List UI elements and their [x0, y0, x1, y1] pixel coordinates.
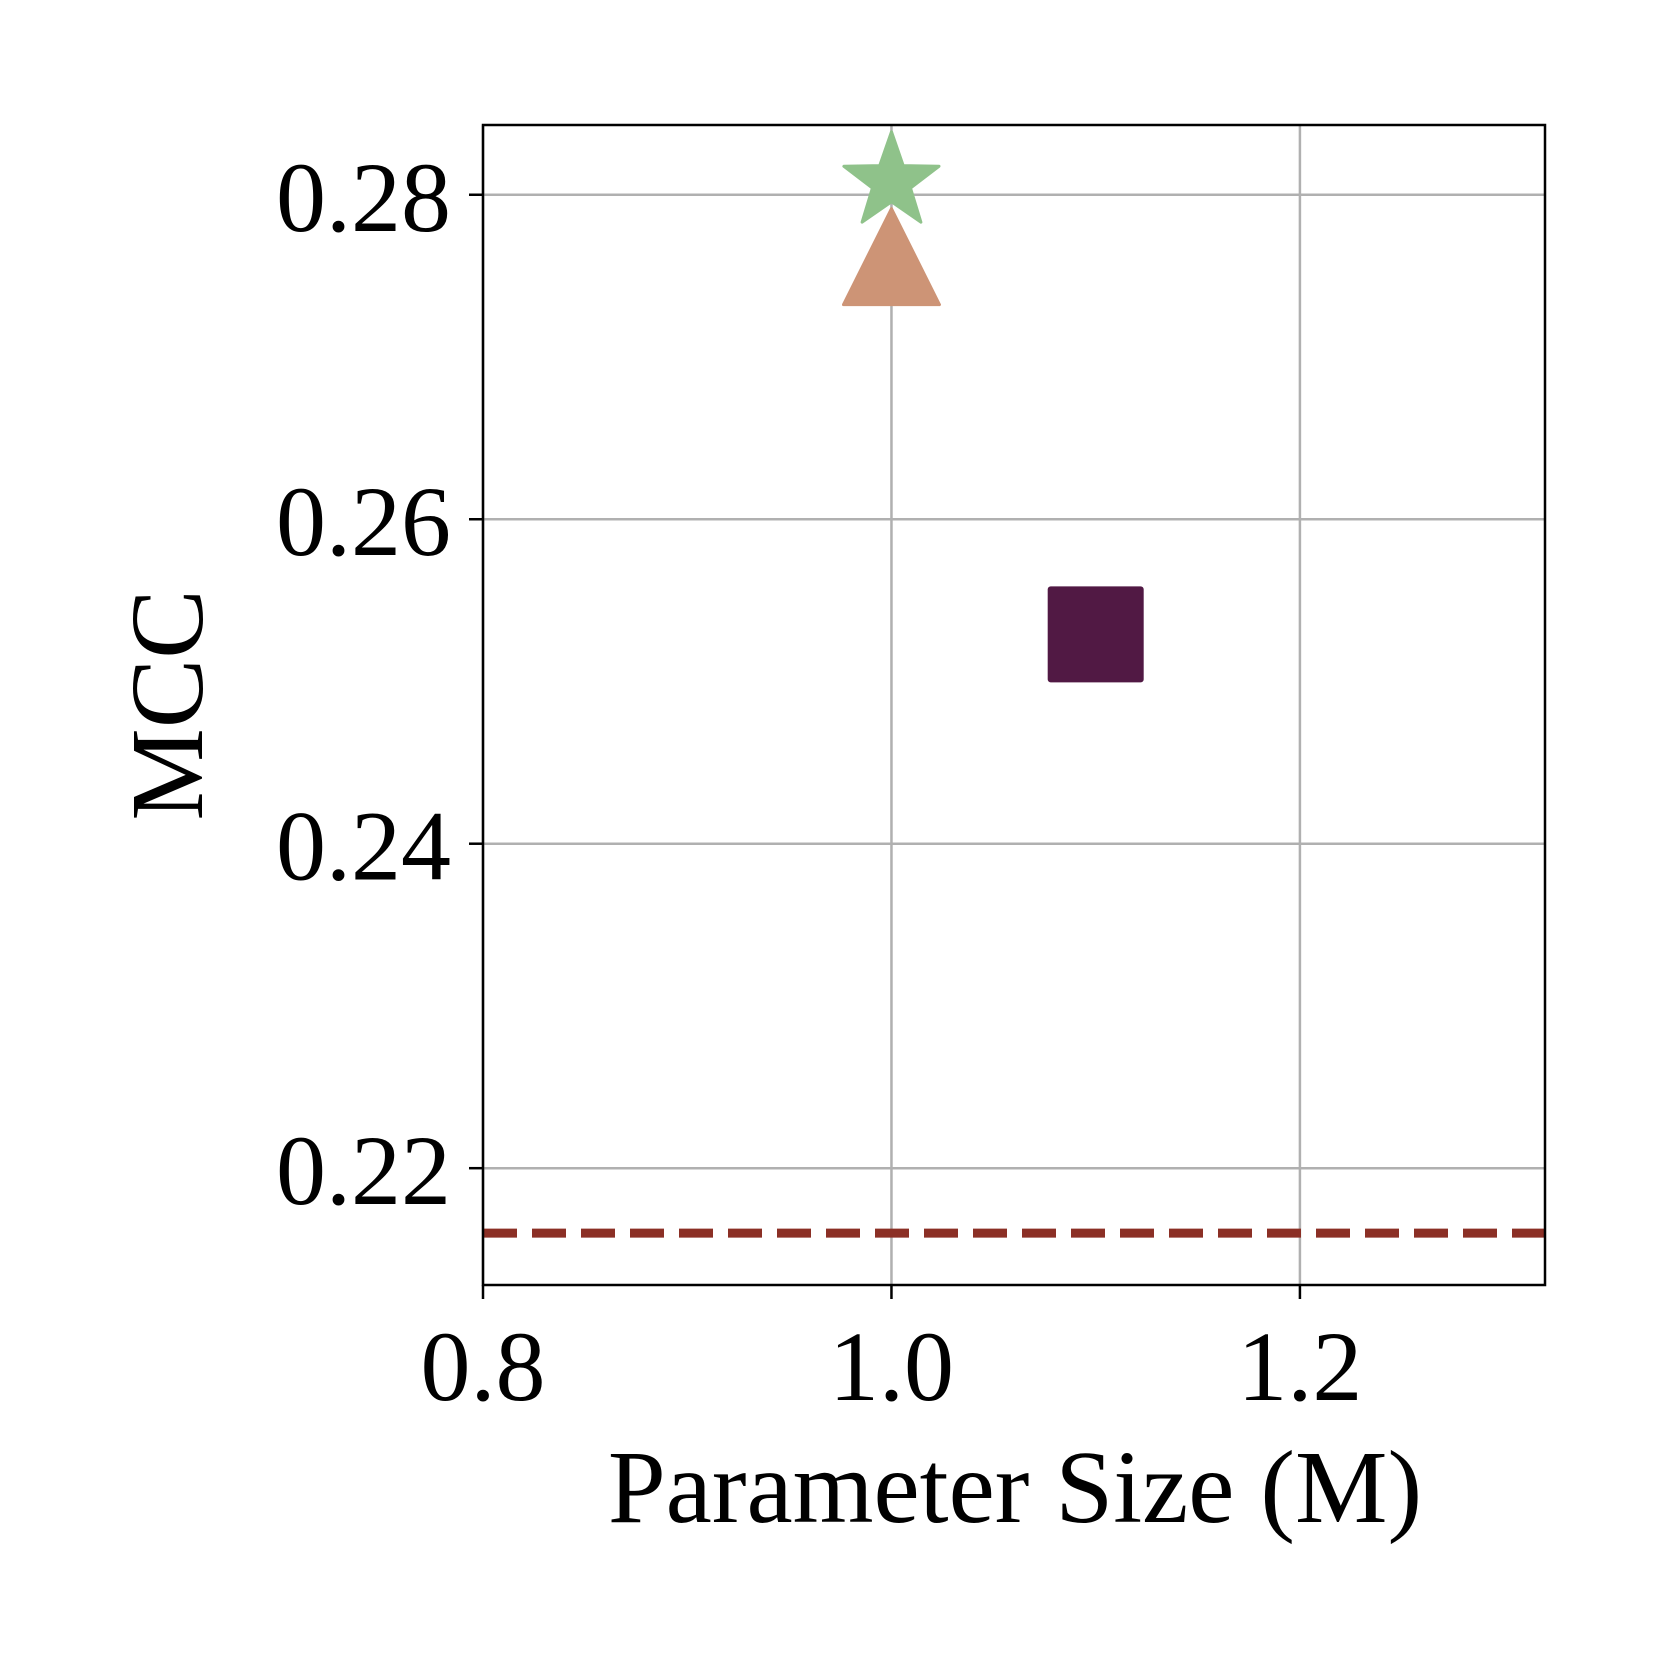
square-marker	[1047, 586, 1144, 683]
x-tick-label: 1.0	[829, 1311, 954, 1422]
x-tick-label: 1.2	[1237, 1311, 1362, 1422]
y-tick-label: 0.24	[276, 791, 451, 902]
axis-ticks: 0.8 1.0 1.2 0.22 0.24 0.26 0.28	[276, 142, 1362, 1422]
data-points	[841, 130, 1144, 683]
plot-frame	[481, 123, 1547, 1287]
grid	[481, 125, 1545, 1285]
y-tick-label: 0.26	[276, 466, 451, 577]
x-tick-label: 0.8	[421, 1311, 546, 1422]
y-tick-label: 0.28	[276, 142, 451, 253]
x-axis-label: Parameter Size (M)	[608, 1430, 1422, 1545]
y-axis-label: MCC	[110, 589, 225, 820]
y-tick-label: 0.22	[276, 1115, 451, 1226]
triangle-marker	[841, 207, 941, 307]
star-marker	[842, 130, 941, 224]
